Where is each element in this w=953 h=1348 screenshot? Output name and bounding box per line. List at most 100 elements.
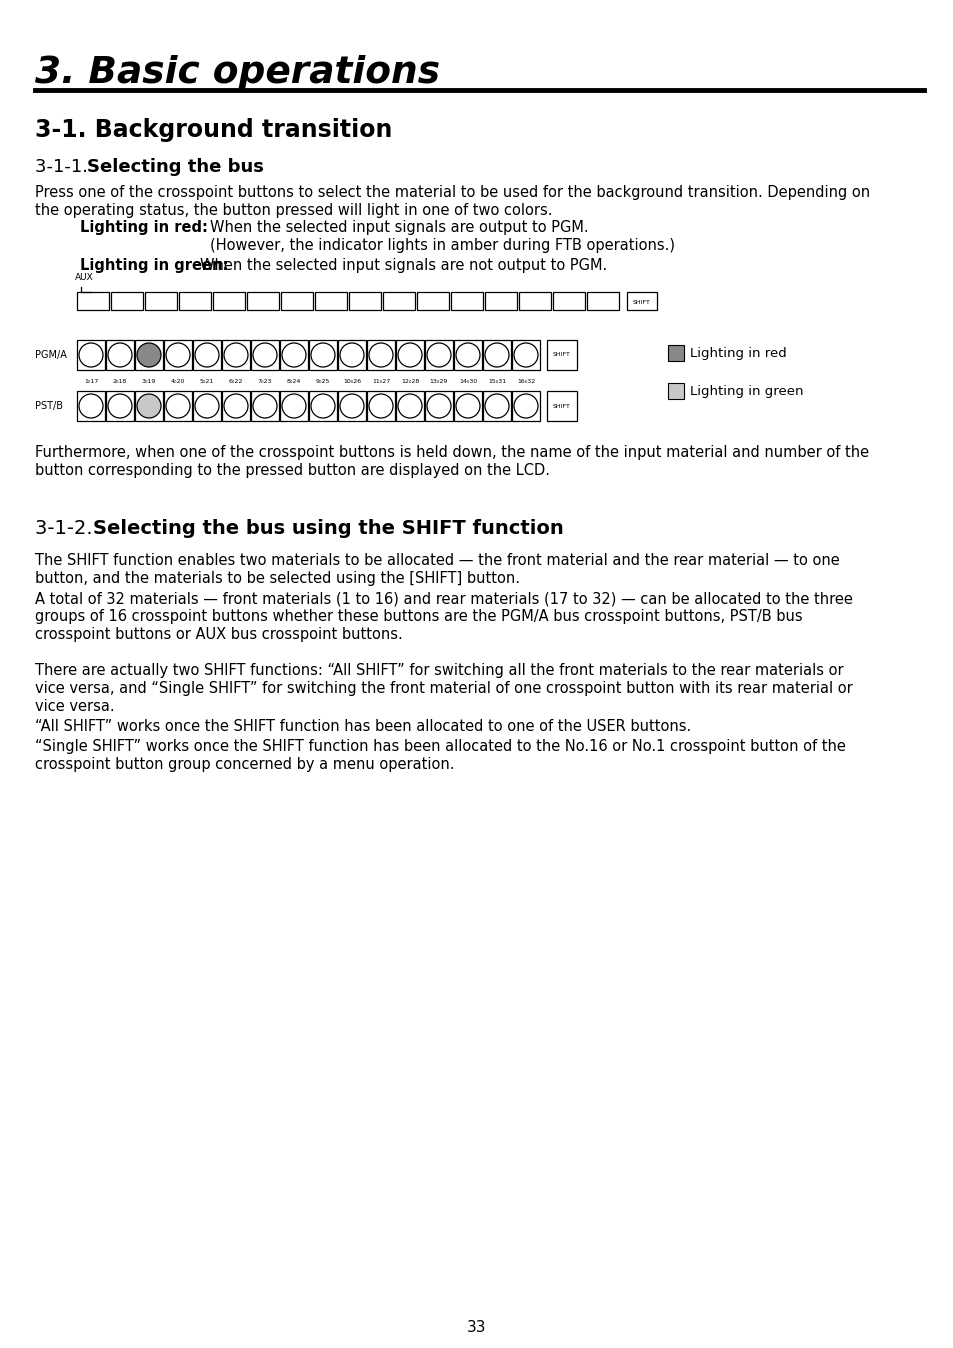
Text: When the selected input signals are output to PGM.: When the selected input signals are outp… [210,220,588,235]
Text: 8₀24: 8₀24 [287,379,301,384]
Text: PGM/A: PGM/A [35,350,67,360]
Circle shape [108,394,132,418]
Bar [546,391,577,421]
Text: 3-1-2.: 3-1-2. [35,519,99,538]
Text: 14₀30: 14₀30 [458,379,476,384]
Text: Lighting in green:: Lighting in green: [80,257,228,274]
Bar [164,391,192,421]
Circle shape [514,342,537,367]
Circle shape [427,394,451,418]
Bar [518,293,551,310]
Text: When the selected input signals are not output to PGM.: When the selected input signals are not … [200,257,607,274]
Text: Lighting in green: Lighting in green [689,384,802,398]
Circle shape [224,342,248,367]
Circle shape [339,394,364,418]
Bar [164,340,192,369]
Text: button, and the materials to be selected using the [SHIFT] button.: button, and the materials to be selected… [35,572,519,586]
Circle shape [397,342,421,367]
Circle shape [194,394,219,418]
Circle shape [137,342,161,367]
Text: 33: 33 [467,1320,486,1335]
Text: A total of 32 materials — front materials (1 to 16) and rear materials (17 to 32: A total of 32 materials — front material… [35,590,852,607]
Circle shape [253,342,276,367]
Bar [77,340,105,369]
Text: groups of 16 crosspoint buttons whether these buttons are the PGM/A bus crosspoi: groups of 16 crosspoint buttons whether … [35,609,801,624]
Bar [314,293,347,310]
Circle shape [311,394,335,418]
Bar [484,293,517,310]
Bar [135,340,163,369]
Bar [586,293,618,310]
Text: button corresponding to the pressed button are displayed on the LCD.: button corresponding to the pressed butt… [35,462,550,479]
Bar [280,391,308,421]
Bar [309,391,336,421]
Text: 2₀18: 2₀18 [112,379,127,384]
Text: 11₀27: 11₀27 [372,379,390,384]
Bar [367,391,395,421]
Circle shape [369,342,393,367]
Text: Furthermore, when one of the crosspoint buttons is held down, the name of the in: Furthermore, when one of the crosspoint … [35,445,868,460]
Bar [395,391,423,421]
Bar [247,293,278,310]
Bar [382,293,415,310]
Bar [77,391,105,421]
Circle shape [484,342,509,367]
Bar [222,391,250,421]
Text: crosspoint button group concerned by a menu operation.: crosspoint button group concerned by a m… [35,758,454,772]
Text: AUX: AUX [75,274,93,282]
Circle shape [282,342,306,367]
Bar [667,345,683,361]
Bar [337,391,366,421]
Text: crosspoint buttons or AUX bus crosspoint buttons.: crosspoint buttons or AUX bus crosspoint… [35,627,402,642]
Circle shape [166,394,190,418]
Bar [424,391,453,421]
Bar [553,293,584,310]
Text: “Single SHIFT” works once the SHIFT function has been allocated to the No.16 or : “Single SHIFT” works once the SHIFT func… [35,739,845,754]
Bar [512,340,539,369]
Text: 7₀23: 7₀23 [257,379,272,384]
Text: 6₀22: 6₀22 [229,379,243,384]
Text: SHIFT: SHIFT [553,403,570,408]
Circle shape [456,394,479,418]
Bar [667,383,683,399]
Text: PST/B: PST/B [35,400,63,411]
Text: “All SHIFT” works once the SHIFT function has been allocated to one of the USER : “All SHIFT” works once the SHIFT functio… [35,718,691,735]
Bar [546,340,577,369]
Text: 10₀26: 10₀26 [342,379,360,384]
Bar [349,293,380,310]
Bar [416,293,449,310]
Circle shape [137,394,161,418]
Bar [309,340,336,369]
Circle shape [79,394,103,418]
Text: 12₀28: 12₀28 [400,379,418,384]
Bar [106,340,133,369]
Bar [251,340,278,369]
Bar [213,293,245,310]
Circle shape [456,342,479,367]
Circle shape [108,342,132,367]
Bar [145,293,177,310]
Text: (However, the indicator lights in amber during FTB operations.): (However, the indicator lights in amber … [210,239,675,253]
Text: 3-1-1.: 3-1-1. [35,158,93,177]
Bar [106,391,133,421]
Bar [222,340,250,369]
Text: 5₀21: 5₀21 [200,379,213,384]
Bar [482,391,511,421]
Text: Lighting in red:: Lighting in red: [80,220,208,235]
Bar [111,293,143,310]
Text: vice versa.: vice versa. [35,700,114,714]
Bar [395,340,423,369]
Text: 16₀32: 16₀32 [517,379,535,384]
Text: 1₀17: 1₀17 [84,379,98,384]
Text: 15₀31: 15₀31 [487,379,505,384]
Bar [281,293,313,310]
Bar [135,391,163,421]
Circle shape [311,342,335,367]
Circle shape [194,342,219,367]
Circle shape [166,342,190,367]
Bar [179,293,211,310]
Bar [77,293,109,310]
Text: 13₀29: 13₀29 [430,379,448,384]
Text: 3₀19: 3₀19 [142,379,156,384]
Text: Press one of the crosspoint buttons to select the material to be used for the ba: Press one of the crosspoint buttons to s… [35,185,869,200]
